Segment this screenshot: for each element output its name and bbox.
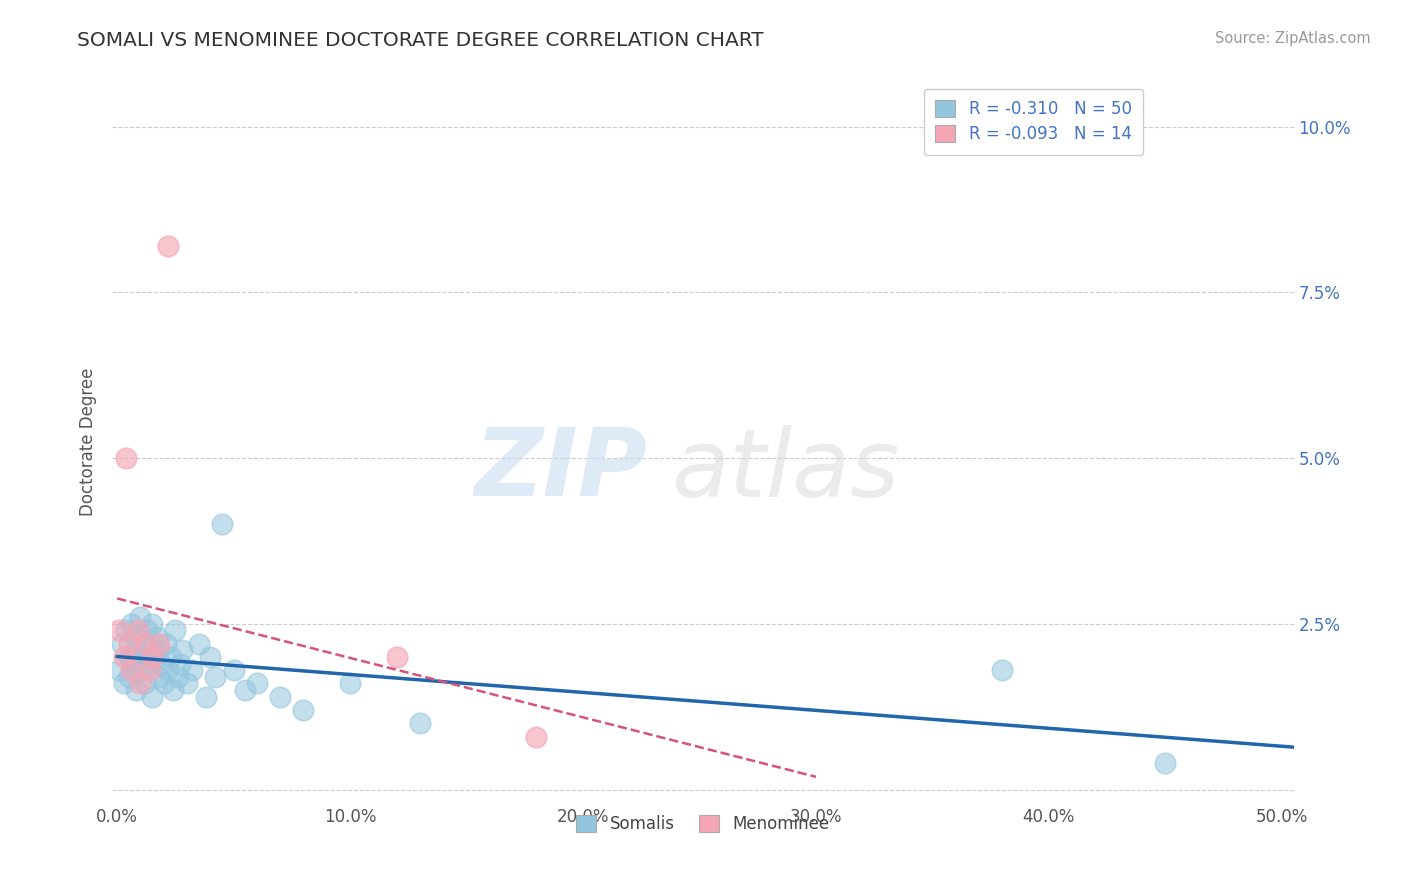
Y-axis label: Doctorate Degree: Doctorate Degree [79, 368, 97, 516]
Point [141, 616, 163, 631]
Point [194, 690, 217, 704]
Point [152, 676, 174, 690]
Point [385, 650, 408, 665]
Point [165, 624, 187, 638]
Point [141, 690, 163, 704]
Point [125, 683, 148, 698]
Point [172, 643, 194, 657]
Point [991, 663, 1014, 677]
Point [162, 683, 184, 698]
Point [108, 663, 131, 677]
Point [157, 239, 180, 253]
Text: SOMALI VS MENOMINEE DOCTORATE DEGREE CORRELATION CHART: SOMALI VS MENOMINEE DOCTORATE DEGREE COR… [77, 31, 763, 50]
Point [292, 703, 315, 717]
Point [115, 451, 138, 466]
Point [1154, 756, 1177, 770]
Point [129, 663, 152, 677]
Point [222, 663, 245, 677]
Point [132, 650, 155, 665]
Legend: Somalis, Menominee: Somalis, Menominee [564, 804, 842, 845]
Point [526, 730, 548, 744]
Point [127, 643, 149, 657]
Text: Source: ZipAtlas.com: Source: ZipAtlas.com [1215, 31, 1371, 46]
Point [112, 676, 135, 690]
Point [148, 643, 170, 657]
Point [122, 657, 145, 671]
Point [112, 650, 135, 665]
Text: ZIP: ZIP [475, 425, 648, 516]
Point [145, 630, 167, 644]
Point [134, 637, 156, 651]
Point [134, 676, 156, 690]
Point [118, 670, 141, 684]
Point [127, 624, 149, 638]
Point [129, 610, 152, 624]
Point [118, 650, 141, 665]
Point [134, 637, 156, 651]
Point [118, 637, 141, 651]
Point [108, 624, 131, 638]
Point [233, 683, 256, 698]
Point [148, 670, 170, 684]
Point [111, 637, 134, 651]
Point [409, 716, 432, 731]
Point [166, 670, 188, 684]
Point [176, 676, 198, 690]
Point [150, 657, 173, 671]
Point [139, 663, 162, 677]
Text: atlas: atlas [672, 425, 900, 516]
Point [246, 676, 269, 690]
Point [180, 663, 202, 677]
Point [157, 663, 180, 677]
Point [169, 657, 191, 671]
Point [129, 676, 152, 690]
Point [159, 650, 181, 665]
Point [120, 616, 142, 631]
Point [143, 650, 166, 665]
Point [339, 676, 361, 690]
Point [120, 663, 142, 677]
Point [125, 630, 148, 644]
Point [115, 624, 138, 638]
Point [148, 637, 170, 651]
Point [139, 657, 162, 671]
Point [136, 624, 159, 638]
Point [187, 637, 209, 651]
Point [141, 650, 163, 665]
Point [155, 637, 177, 651]
Point [200, 650, 222, 665]
Point [204, 670, 226, 684]
Point [269, 690, 291, 704]
Point [211, 517, 233, 532]
